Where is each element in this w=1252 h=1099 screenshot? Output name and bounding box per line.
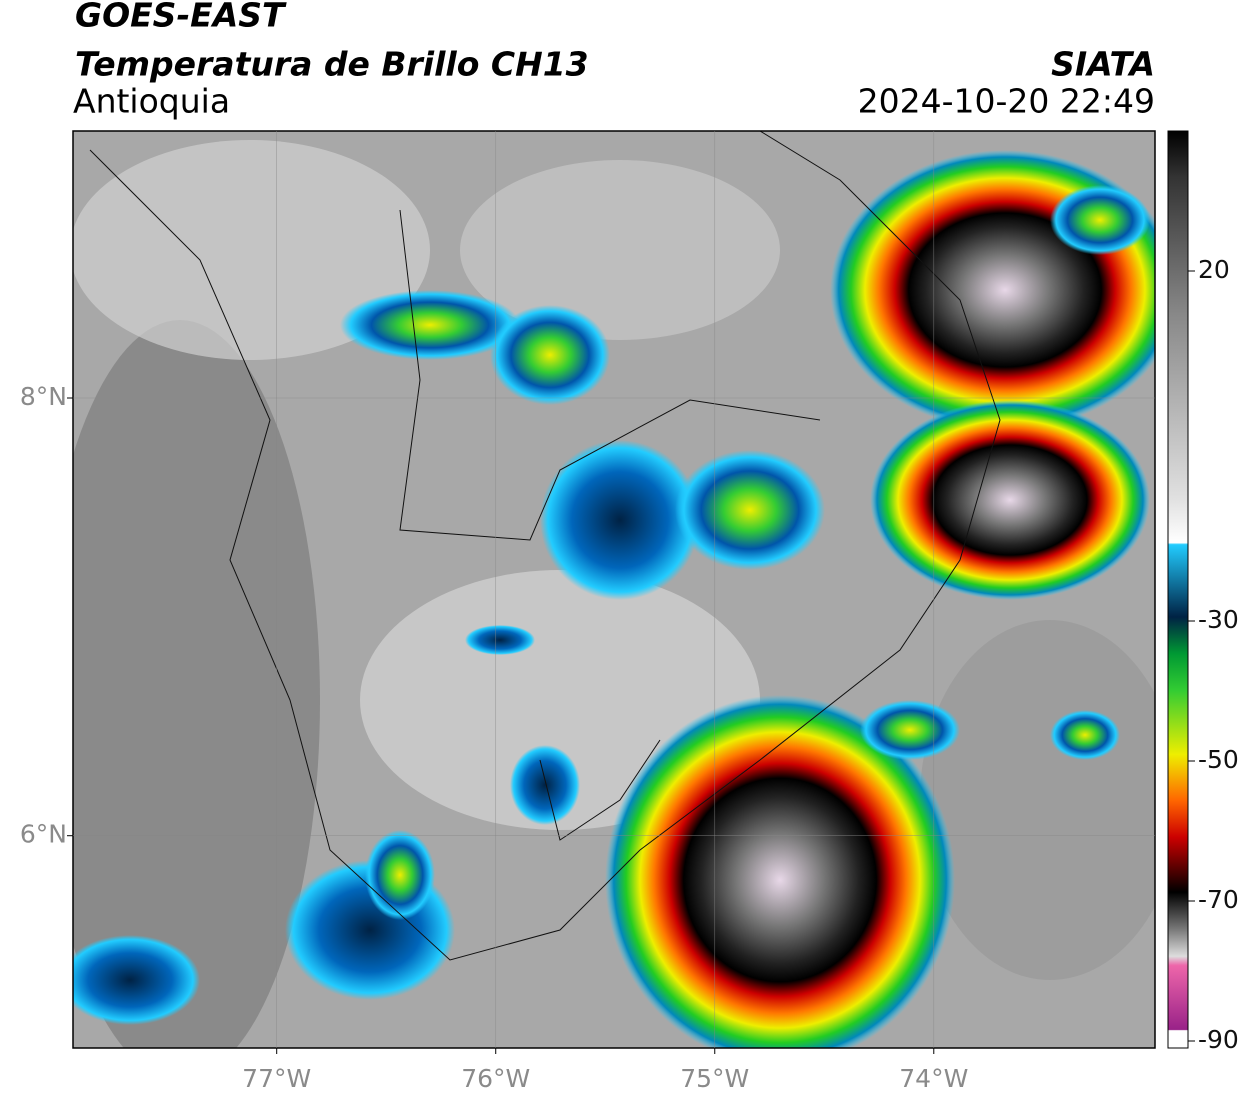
y-tick-label: 6°N: [20, 820, 67, 849]
subtitle: Temperatura de Brillo CH13: [75, 45, 589, 84]
colorbar-tick-label: -50: [1198, 745, 1239, 774]
colorbar-tick-label: -70: [1198, 885, 1239, 914]
colorbar-tick-label: 20: [1198, 255, 1230, 284]
x-tick-label: 74°W: [899, 1064, 968, 1093]
timestamp: 2024-10-20 22:49: [858, 82, 1155, 121]
x-tick-label: 75°W: [680, 1064, 749, 1093]
x-tick-label: 77°W: [242, 1064, 311, 1093]
title: GOES-EAST: [75, 0, 287, 35]
colorbar: [1167, 130, 1189, 1049]
satellite-image: [73, 131, 1155, 1048]
map-frame: [72, 130, 1156, 1049]
colorbar-tick-label: -90: [1198, 1025, 1239, 1054]
region: Antioquia: [73, 82, 230, 121]
x-tick-label: 76°W: [461, 1064, 530, 1093]
y-tick-label: 8°N: [20, 382, 67, 411]
source: SIATA: [1051, 45, 1155, 84]
colorbar-tick-label: -30: [1198, 605, 1239, 634]
